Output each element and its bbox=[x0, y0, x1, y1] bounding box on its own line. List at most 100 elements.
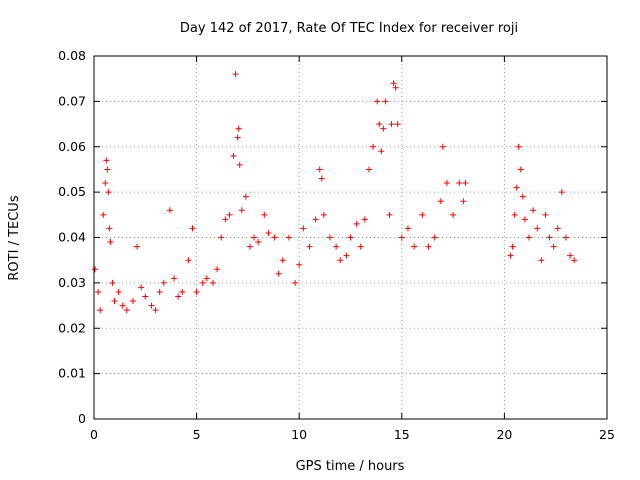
data-point bbox=[567, 252, 574, 259]
data-point bbox=[390, 80, 397, 87]
data-point bbox=[411, 243, 418, 250]
data-point bbox=[185, 257, 192, 264]
data-point bbox=[109, 279, 116, 286]
data-point bbox=[388, 121, 395, 128]
data-point bbox=[230, 152, 237, 159]
data-point bbox=[530, 207, 537, 214]
data-point bbox=[279, 257, 286, 264]
x-tick-label: 10 bbox=[291, 427, 307, 442]
data-point bbox=[300, 225, 307, 232]
data-point bbox=[103, 157, 110, 164]
data-point bbox=[517, 166, 524, 173]
data-point bbox=[95, 288, 102, 295]
data-point bbox=[292, 279, 299, 286]
data-point bbox=[142, 293, 149, 300]
data-point bbox=[419, 211, 426, 218]
data-point bbox=[156, 288, 163, 295]
data-point bbox=[238, 207, 245, 214]
data-point bbox=[218, 234, 225, 241]
data-point bbox=[425, 243, 432, 250]
data-point bbox=[203, 275, 210, 282]
data-point bbox=[107, 239, 114, 246]
y-tick-label: 0.01 bbox=[58, 366, 86, 381]
data-point bbox=[509, 243, 516, 250]
data-point bbox=[160, 279, 167, 286]
data-points bbox=[92, 71, 578, 314]
data-point bbox=[450, 211, 457, 218]
data-point bbox=[456, 180, 463, 187]
data-point bbox=[171, 275, 178, 282]
data-point bbox=[515, 143, 522, 150]
data-point bbox=[166, 207, 173, 214]
data-point bbox=[175, 293, 182, 300]
data-point bbox=[242, 193, 249, 200]
data-point bbox=[179, 288, 186, 295]
data-point bbox=[199, 279, 206, 286]
data-point bbox=[382, 98, 389, 105]
x-tick-label: 25 bbox=[599, 427, 615, 442]
data-point bbox=[365, 166, 372, 173]
data-point bbox=[374, 98, 381, 105]
data-point bbox=[316, 166, 323, 173]
data-point bbox=[526, 234, 533, 241]
data-point bbox=[521, 216, 528, 223]
data-point bbox=[226, 211, 233, 218]
data-point bbox=[392, 84, 399, 91]
data-point bbox=[189, 225, 196, 232]
data-point bbox=[511, 211, 518, 218]
data-point bbox=[542, 211, 549, 218]
x-tick-labels: 0 5 10 15 20 25 bbox=[90, 427, 615, 442]
data-point bbox=[119, 302, 126, 309]
y-tick-label: 0 bbox=[78, 411, 86, 426]
data-point bbox=[285, 234, 292, 241]
chart-title: Day 142 of 2017, Rate Of TEC Index for r… bbox=[180, 21, 518, 36]
data-point bbox=[129, 298, 136, 305]
data-point bbox=[571, 257, 578, 264]
data-point bbox=[357, 243, 364, 250]
data-point bbox=[394, 121, 401, 128]
data-point bbox=[353, 220, 360, 227]
data-point bbox=[558, 189, 565, 196]
data-point bbox=[104, 166, 111, 173]
data-point bbox=[152, 307, 159, 314]
data-point bbox=[380, 125, 387, 132]
y-tick-label: 0.07 bbox=[58, 93, 86, 108]
data-point bbox=[275, 270, 282, 277]
data-point bbox=[546, 234, 553, 241]
y-tick-labels: 0 0.01 0.02 0.03 0.04 0.05 0.06 0.07 0.08 bbox=[58, 48, 86, 426]
data-point bbox=[296, 261, 303, 268]
data-point bbox=[255, 239, 262, 246]
data-point bbox=[562, 234, 569, 241]
data-point bbox=[246, 243, 253, 250]
data-point bbox=[534, 225, 541, 232]
data-point bbox=[507, 252, 514, 259]
y-tick-label: 0.08 bbox=[58, 48, 86, 63]
data-point bbox=[318, 175, 325, 182]
axis-ticks bbox=[93, 55, 608, 420]
data-point bbox=[443, 180, 450, 187]
data-point bbox=[92, 266, 99, 273]
x-tick-label: 15 bbox=[394, 427, 410, 442]
y-tick-label: 0.03 bbox=[58, 275, 86, 290]
data-point bbox=[513, 184, 520, 191]
data-point bbox=[138, 284, 145, 291]
data-point bbox=[462, 180, 469, 187]
data-point bbox=[193, 288, 200, 295]
data-point bbox=[102, 180, 109, 187]
data-point bbox=[115, 288, 122, 295]
data-point bbox=[105, 189, 112, 196]
y-tick-label: 0.04 bbox=[58, 230, 86, 245]
data-point bbox=[265, 229, 272, 236]
data-point bbox=[232, 71, 239, 78]
data-point bbox=[439, 143, 446, 150]
data-point bbox=[431, 234, 438, 241]
data-point bbox=[236, 161, 243, 168]
y-axis-label: ROTI / TECUs bbox=[7, 195, 22, 280]
data-point bbox=[271, 234, 278, 241]
data-point bbox=[370, 143, 377, 150]
data-point bbox=[106, 225, 113, 232]
data-point bbox=[261, 211, 268, 218]
data-point bbox=[234, 134, 241, 141]
data-point bbox=[306, 243, 313, 250]
data-point bbox=[235, 125, 242, 132]
